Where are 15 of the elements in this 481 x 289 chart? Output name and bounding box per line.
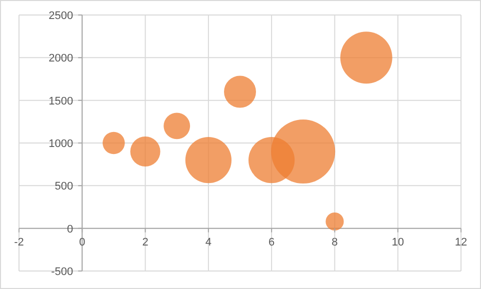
x-tick-label: -2 <box>14 236 24 248</box>
y-tick-label: 2000 <box>48 52 74 65</box>
x-tick-label: 8 <box>332 236 338 248</box>
y-tick-label: 2500 <box>48 10 74 22</box>
y-tick-label: 0 <box>67 223 74 236</box>
y-tick-label: 1500 <box>48 95 74 108</box>
y-tick-label: 500 <box>54 180 74 193</box>
y-tick-label: 1000 <box>48 138 74 150</box>
x-tick-label: 0 <box>79 236 86 248</box>
x-tick-label: 12 <box>454 236 468 248</box>
x-tick-label: 10 <box>392 236 404 248</box>
x-tick-label: 2 <box>142 236 148 248</box>
x-tick-label: 6 <box>268 236 275 248</box>
x-tick-label: 4 <box>205 236 212 248</box>
y-tick-label: -500 <box>51 266 74 278</box>
